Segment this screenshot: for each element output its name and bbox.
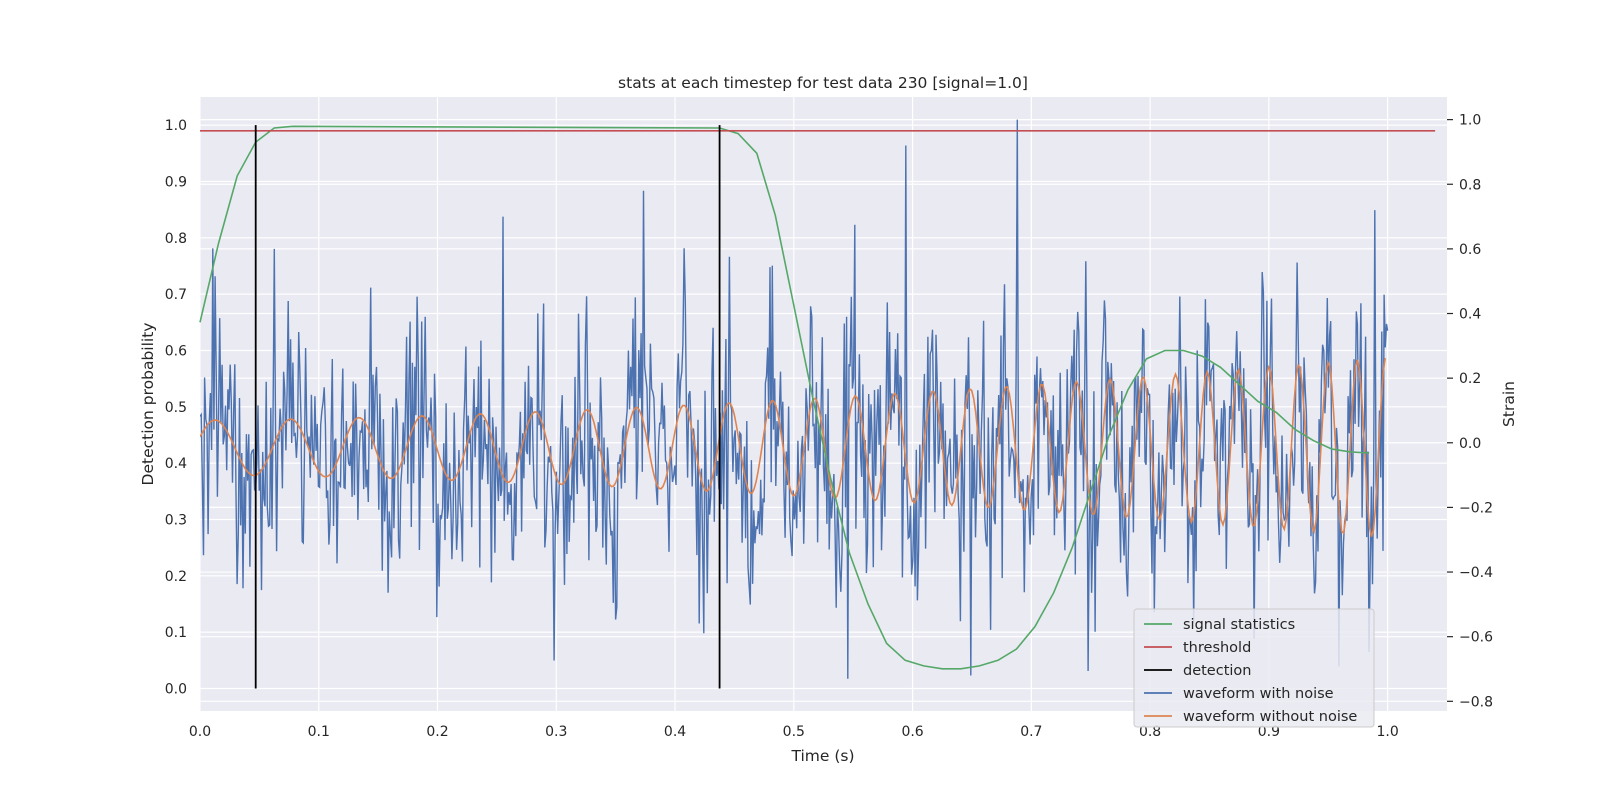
right-y-tick-label: 0.8 <box>1459 177 1481 193</box>
left-y-axis-ticks: 0.0 0.1 0.2 0.3 0.4 0.5 0.6 0.7 0.8 0.9 1.0 <box>165 118 187 697</box>
legend-label: waveform without noise <box>1183 709 1357 725</box>
x-tick-label: 0.0 <box>189 724 211 740</box>
legend-box <box>1133 608 1375 728</box>
right-y-tick-label: −0.8 <box>1459 694 1493 710</box>
left-y-tick-label: 0.4 <box>165 456 187 472</box>
series-waveform-without-noise <box>200 357 1386 537</box>
left-y-tick-label: 0.5 <box>165 400 187 416</box>
right-y-tick-label: −0.4 <box>1459 565 1493 581</box>
chart-title: stats at each timestep for test data 230… <box>618 74 1028 92</box>
x-tick-label: 0.7 <box>1020 724 1042 740</box>
x-tick-label: 0.4 <box>664 724 686 740</box>
left-y-tick-label: 0.1 <box>165 625 187 641</box>
right-y-tick-label: 0.0 <box>1459 436 1481 452</box>
right-y-axis-label: Strain <box>1500 381 1518 427</box>
left-y-tick-label: 1.0 <box>165 118 187 134</box>
right-y-tick-label: −0.2 <box>1459 500 1493 516</box>
x-tick-label: 0.9 <box>1258 724 1280 740</box>
right-y-axis-ticks: −0.8 −0.6 −0.4 −0.2 0.0 0.2 0.4 0.6 0.8 1.0 <box>1447 113 1493 710</box>
right-y-tick-label: 1.0 <box>1459 113 1481 129</box>
left-y-axis-label: Detection probability <box>139 323 157 486</box>
legend-label: detection <box>1183 663 1251 679</box>
left-y-tick-label: 0.7 <box>165 287 187 303</box>
right-y-tick-label: 0.2 <box>1459 371 1481 387</box>
x-tick-label: 0.3 <box>545 724 567 740</box>
left-y-tick-label: 0.2 <box>165 569 187 585</box>
x-tick-label: 0.8 <box>1139 724 1161 740</box>
x-tick-label: 0.1 <box>308 724 330 740</box>
series-signal-statistics <box>199 125 1370 670</box>
right-y-tick-label: −0.6 <box>1459 630 1493 646</box>
series-layer <box>199 119 1436 689</box>
left-y-tick-label: 0.0 <box>165 681 187 697</box>
x-tick-label: 0.2 <box>426 724 448 740</box>
left-y-tick-label: 0.8 <box>165 231 187 247</box>
legend-label: waveform with noise <box>1183 686 1334 702</box>
x-axis-label: Time (s) <box>790 747 854 765</box>
x-tick-label: 1.0 <box>1376 724 1398 740</box>
right-y-tick-label: 0.6 <box>1459 242 1481 258</box>
x-axis-ticks: 0.0 0.1 0.2 0.3 0.4 0.5 0.6 0.7 0.8 0.9 1.0 <box>189 724 1399 740</box>
legend-label: threshold <box>1183 640 1251 656</box>
left-y-tick-label: 0.6 <box>165 343 187 359</box>
x-tick-label: 0.6 <box>901 724 923 740</box>
left-y-tick-label: 0.9 <box>165 174 187 190</box>
left-y-tick-label: 0.3 <box>165 512 187 528</box>
legend-label: signal statistics <box>1183 617 1295 633</box>
x-tick-label: 0.5 <box>783 724 805 740</box>
legend: signal statistics threshold detection wavef… <box>1133 608 1375 728</box>
right-y-tick-label: 0.4 <box>1459 307 1481 323</box>
